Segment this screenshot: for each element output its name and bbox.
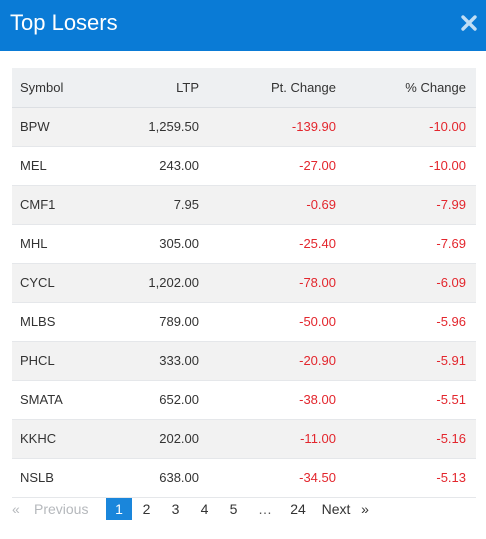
cell-pct-change: -5.16 (436, 431, 466, 446)
cell-ltp: 1,259.50 (148, 119, 199, 134)
cell-symbol[interactable]: SMATA (20, 392, 63, 407)
cell-symbol[interactable]: KKHC (20, 431, 57, 446)
cell-pt-change: -11.00 (300, 431, 336, 446)
cell-pt-change: -25.40 (299, 236, 336, 251)
cell-pct-change: -5.13 (436, 470, 466, 485)
table-row[interactable]: BPW 1,259.50 -139.90 -10.00 (12, 107, 476, 146)
previous-page-button[interactable]: Previous (34, 501, 89, 517)
table-row[interactable]: PHCL 333.00 -20.90 -5.91 (12, 341, 476, 380)
page-button-4[interactable]: 4 (200, 501, 209, 517)
cell-pct-change: -7.69 (436, 236, 466, 251)
column-header-pct-change[interactable]: % Change (405, 79, 466, 95)
cell-pt-change: -34.50 (299, 470, 336, 485)
table-row[interactable]: KKHC 202.00 -11.00 -5.16 (12, 419, 476, 458)
losers-table-container: Symbol LTP Pt. Change % Change BPW 1,259.… (12, 68, 476, 498)
cell-ltp: 202.00 (159, 431, 199, 446)
modal-title: Top Losers (10, 10, 118, 35)
table-row[interactable]: MHL 305.00 -25.40 -7.69 (12, 224, 476, 263)
pagination-ellipsis: … (258, 501, 272, 517)
table-row[interactable]: SMATA 652.00 -38.00 -5.51 (12, 380, 476, 419)
cell-ltp: 638.00 (159, 470, 199, 485)
cell-symbol[interactable]: NSLB (20, 470, 54, 485)
cell-symbol[interactable]: BPW (20, 119, 50, 134)
cell-pt-change: -38.00 (299, 392, 336, 407)
cell-ltp: 789.00 (159, 314, 199, 329)
table-row[interactable]: CMF1 7.95 -0.69 -7.99 (12, 185, 476, 224)
cell-pct-change: -10.00 (429, 119, 466, 134)
column-header-pt-change[interactable]: Pt. Change (270, 79, 336, 95)
cell-symbol[interactable]: PHCL (20, 353, 55, 368)
next-page-button[interactable]: Next (321, 501, 351, 517)
cell-symbol[interactable]: CMF1 (20, 197, 56, 212)
close-icon[interactable] (460, 14, 478, 32)
losers-table: Symbol LTP Pt. Change % Change BPW 1,259.… (12, 68, 476, 498)
cell-pct-change: -10.00 (429, 158, 466, 173)
cell-ltp: 7.95 (173, 197, 199, 212)
cell-symbol[interactable]: MEL (20, 158, 47, 173)
cell-pt-change: -139.90 (291, 119, 336, 134)
page-button-3[interactable]: 3 (171, 501, 180, 517)
cell-ltp: 652.00 (159, 392, 199, 407)
cell-pt-change: -20.90 (299, 353, 336, 368)
first-page-icon[interactable]: « (12, 501, 20, 517)
modal-header: Top Losers (0, 0, 486, 51)
column-header-ltp[interactable]: LTP (176, 79, 199, 95)
cell-pct-change: -5.91 (436, 353, 466, 368)
cell-ltp: 1,202.00 (148, 275, 199, 290)
table-row[interactable]: NSLB 638.00 -34.50 -5.13 (12, 458, 476, 497)
cell-pt-change: -27.00 (299, 158, 336, 173)
cell-pct-change: -5.51 (436, 392, 466, 407)
page-button-2[interactable]: 2 (142, 501, 151, 517)
cell-ltp: 305.00 (159, 236, 199, 251)
cell-pt-change: -50.00 (299, 314, 336, 329)
cell-ltp: 333.00 (159, 353, 199, 368)
table-header-row: Symbol LTP Pt. Change % Change (12, 68, 476, 107)
cell-ltp: 243.00 (159, 158, 199, 173)
page-button-24[interactable]: 24 (290, 501, 306, 517)
page-button-1[interactable]: 1 (106, 498, 132, 520)
table-row[interactable]: CYCL 1,202.00 -78.00 -6.09 (12, 263, 476, 302)
pagination: « Previous 1 2 3 4 5 … 24 Next » (12, 498, 372, 520)
table-row[interactable]: MLBS 789.00 -50.00 -5.96 (12, 302, 476, 341)
cell-symbol[interactable]: MLBS (20, 314, 56, 329)
page-button-5[interactable]: 5 (229, 501, 238, 517)
column-header-symbol[interactable]: Symbol (20, 79, 64, 95)
cell-pct-change: -7.99 (436, 197, 466, 212)
cell-pct-change: -5.96 (436, 314, 466, 329)
cell-pt-change: -78.00 (299, 275, 336, 290)
cell-pct-change: -6.09 (436, 275, 466, 290)
cell-symbol[interactable]: CYCL (20, 275, 55, 290)
last-page-icon[interactable]: » (361, 501, 369, 517)
cell-pt-change: -0.69 (306, 197, 336, 212)
table-row[interactable]: MEL 243.00 -27.00 -10.00 (12, 146, 476, 185)
cell-symbol[interactable]: MHL (20, 236, 48, 251)
